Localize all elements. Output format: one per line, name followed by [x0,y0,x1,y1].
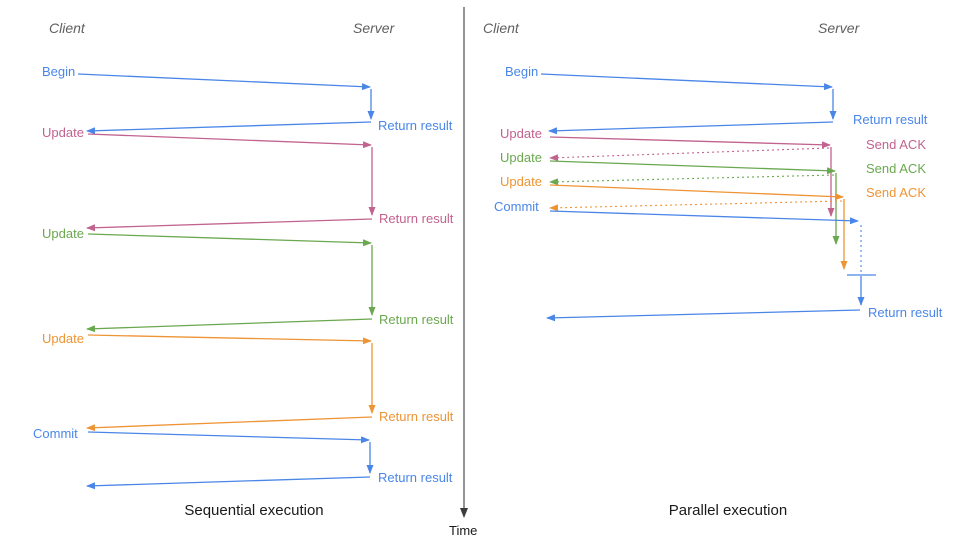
right-begin-response: Return result [853,112,928,127]
right-update2-request [549,160,840,245]
right-update1-response: Send ACK [866,137,926,152]
left-update3-roundtrip [86,334,376,432]
left-begin-label: Begin [42,64,76,79]
left-update1-response: Return result [379,211,454,226]
right-update3-response: Send ACK [866,185,926,200]
left-update2-roundtrip [86,233,376,333]
left-update2-response: Return result [379,312,454,327]
left-client-header: Client [49,20,85,36]
left-begin-roundtrip [77,73,375,135]
left-commit-response: Return result [378,470,453,485]
right-commit-response: Return result [868,305,943,320]
right-commit-roundtrip [546,210,876,322]
left-panel-caption: Sequential execution [184,502,324,519]
left-commit-label: Commit [33,426,78,441]
right-update3-request [549,184,848,270]
right-update1-label: Update [500,126,542,141]
left-update3-response: Return result [379,409,454,424]
left-update3-label: Update [42,331,84,346]
left-update1-roundtrip [86,133,376,232]
right-update2-response: Send ACK [866,161,926,176]
right-update3-label: Update [500,174,542,189]
left-server-header: Server [353,20,395,36]
left-commit-roundtrip [86,431,374,490]
right-update2-label: Update [500,150,542,165]
right-server-header: Server [818,20,860,36]
left-update1-label: Update [42,125,84,140]
right-begin-roundtrip [540,73,837,135]
right-panel-caption: Parallel execution [668,502,788,519]
right-begin-label: Begin [505,64,539,79]
time-axis-label: Time [449,523,478,538]
left-update2-label: Update [42,226,84,241]
right-update1-request [549,136,835,217]
right-commit-label: Commit [494,199,539,214]
left-begin-response: Return result [378,118,453,133]
right-client-header: Client [483,20,519,36]
